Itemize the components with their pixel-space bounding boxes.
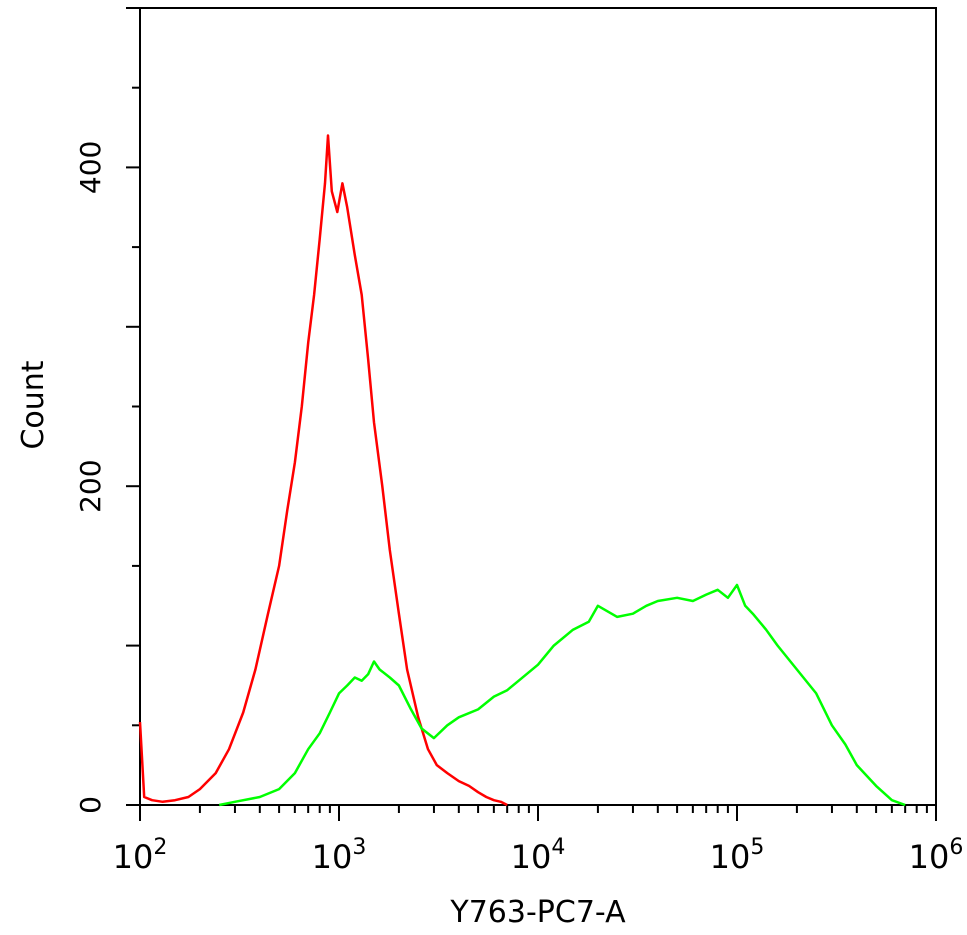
x-axis-label: Y763-PC7-A — [449, 895, 626, 930]
y-axis-tick-labels: 0 200 400 — [74, 141, 107, 814]
x-tick-label: 103 — [312, 835, 367, 876]
x-tick-label: 106 — [909, 835, 964, 876]
x-axis-ticks — [139, 805, 937, 821]
series-layer — [138, 134, 906, 807]
y-tick-label: 400 — [74, 141, 107, 194]
series-line-1 — [138, 134, 508, 807]
x-axis-tick-labels: 102 103 104 105 106 — [113, 835, 964, 876]
x-tick-label: 104 — [511, 835, 566, 876]
y-axis-label: Count — [16, 360, 51, 449]
y-axis-ticks — [126, 7, 140, 806]
x-tick-label: 105 — [710, 835, 765, 876]
y-tick-label: 200 — [74, 459, 107, 512]
y-tick-label: 0 — [74, 796, 107, 814]
plot-frame — [139, 7, 937, 806]
x-tick-label: 102 — [113, 835, 168, 876]
series-line-2 — [218, 583, 906, 807]
